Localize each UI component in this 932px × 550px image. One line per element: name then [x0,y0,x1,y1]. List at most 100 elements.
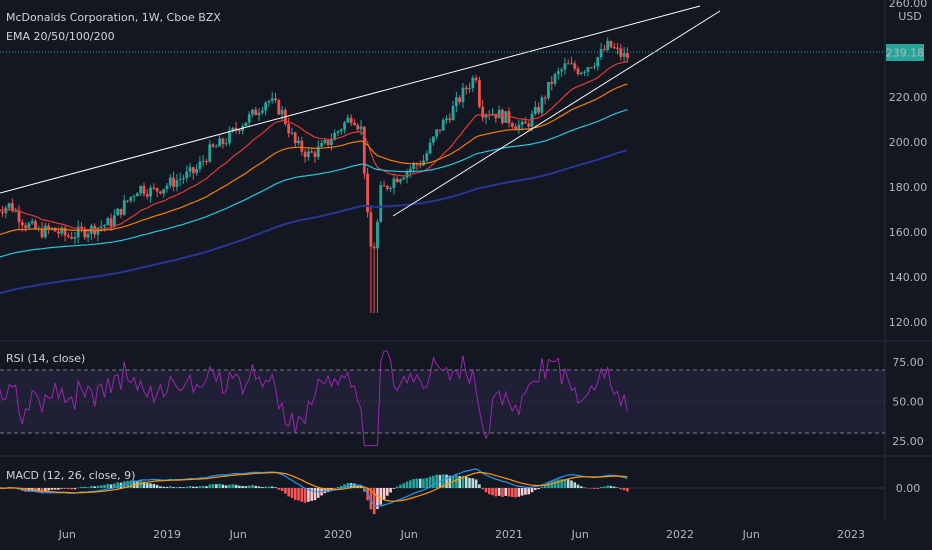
candle-body [579,72,583,75]
candle [80,222,83,233]
macd-bar [175,487,179,488]
macd-bar [441,474,445,488]
candle [159,190,162,195]
macd-bar [274,487,277,488]
candle-body [293,132,297,144]
candle [122,194,126,216]
candle [619,43,623,61]
candle [185,165,189,182]
currency-label: USD [898,10,922,23]
macd-bar [563,479,567,488]
macd-bar [428,476,432,488]
candle [155,187,159,198]
macd-bar [264,486,267,488]
macd-bar [474,479,478,488]
candle-body [257,112,261,116]
macd-bar [159,486,162,488]
time-tick: Jun [58,528,76,541]
macd-bar [626,488,629,492]
candle [376,219,379,313]
candle-body [191,167,195,174]
candle-body [376,221,379,249]
candle [425,150,429,163]
candle-body [359,126,363,130]
candle [280,106,284,121]
candle-body [609,40,613,48]
macd-bar [363,488,366,492]
candle-body [422,160,425,166]
macd-bar [139,480,142,488]
macd-bar [116,482,119,488]
rsi-label[interactable]: RSI (14, close) [6,352,86,365]
macd-bar [372,488,376,515]
macd-bar [570,480,573,488]
candle [563,57,567,75]
macd-bar [218,483,221,488]
candle [109,213,113,231]
macd-bar [73,488,77,490]
candle-body [474,77,478,81]
candle-body [270,98,274,102]
candle-body [441,119,445,131]
candle-body [379,185,383,222]
candle-body [366,173,369,213]
candle [149,185,152,203]
candle [356,123,360,133]
candle-body [155,188,159,192]
macd-label[interactable]: MACD (12, 26, close, 9) [6,469,136,482]
candle-body [418,164,422,166]
candle-body [425,153,429,161]
candle [596,56,600,71]
candle-body [280,110,284,115]
candle [4,205,8,219]
candle-body [415,163,419,165]
rsi-line [0,350,628,447]
macd-bar [172,487,175,488]
macd-bar [297,488,300,501]
candle [616,42,619,55]
candle [182,174,185,184]
macd-bar [67,488,70,490]
candle [168,174,172,189]
macd-bar [280,488,284,491]
candle-body [211,144,215,147]
candle-body [461,87,465,103]
macd-bar [445,474,448,488]
candle [30,218,34,226]
candle-body [576,68,580,75]
candle-body [136,193,139,197]
candle-body [399,179,402,183]
candle-body [159,191,162,194]
macd-bar [221,484,225,488]
candle-body [103,225,106,227]
macd-bar [481,488,484,490]
macd-bar [287,488,290,497]
candle-body [320,142,323,147]
candle-body [405,171,409,178]
candle [556,67,560,80]
candle-body [307,151,310,158]
macd-bar [399,484,402,488]
macd-bar [527,488,531,495]
macd-bar [593,488,596,489]
candle [576,66,580,76]
macd-tick: 0.00 [896,482,921,495]
macd-bar [96,485,100,488]
macd-bar [507,488,511,497]
macd-bar [596,488,600,489]
candle-body [583,71,587,73]
candle-body [560,69,564,72]
candle [517,120,521,134]
candle-body [586,67,590,72]
macd-bar [369,488,373,510]
candle-body [484,114,488,118]
candle [471,75,475,93]
candle-body [464,87,468,90]
candle [231,126,235,133]
macd-bar [540,486,544,488]
candle [112,209,116,228]
macd-bar [510,488,514,498]
macd-bar [155,485,159,488]
ema-indicator-label[interactable]: EMA 20/50/100/200 [6,30,115,43]
